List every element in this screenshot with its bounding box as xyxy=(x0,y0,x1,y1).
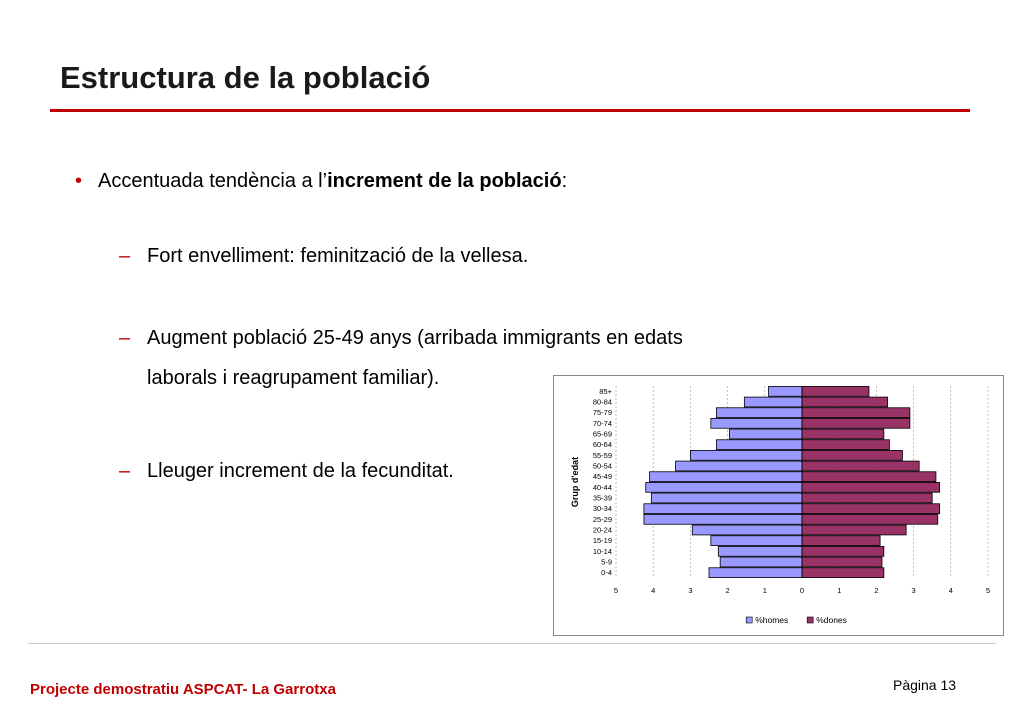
bar-homes xyxy=(717,546,803,557)
x-tick-label: 0 xyxy=(800,586,804,595)
category-label: 15-19 xyxy=(593,536,612,545)
bar-dones xyxy=(801,503,941,514)
bar-dones xyxy=(801,556,883,568)
title-divider xyxy=(50,109,970,112)
category-label: 60-64 xyxy=(593,440,612,449)
bar-homes xyxy=(729,428,803,440)
category-label: 30-34 xyxy=(593,504,612,513)
bar-dones xyxy=(801,482,941,493)
x-tick-label: 3 xyxy=(912,586,916,595)
legend-swatch-dones xyxy=(806,616,814,624)
category-label: 10-14 xyxy=(593,547,612,556)
bar-homes xyxy=(768,386,803,397)
x-tick-label: 1 xyxy=(763,586,767,595)
category-label: 50-54 xyxy=(593,462,612,471)
category-label: 5-9 xyxy=(601,558,612,567)
bar-homes xyxy=(716,407,803,418)
bar-dones xyxy=(801,428,885,440)
category-label: 65-69 xyxy=(593,430,612,439)
bar-dones xyxy=(801,418,911,429)
bar-homes xyxy=(716,439,803,450)
x-tick-label: 1 xyxy=(837,586,841,595)
subbullet-2: – Augment població 25-49 anys (arribada i… xyxy=(119,327,683,350)
subbullet-1: – Fort envelliment: feminització de la ve… xyxy=(119,245,529,268)
category-label: 75-79 xyxy=(593,408,612,417)
bar-dones xyxy=(801,407,911,418)
dash-marker: – xyxy=(119,245,131,267)
bar-dones xyxy=(801,524,907,536)
category-label: 85+ xyxy=(599,387,612,396)
bar-dones xyxy=(801,492,933,504)
dash-marker: – xyxy=(119,327,131,349)
subbullet-text: Lleuger increment de la fecunditat. xyxy=(147,460,454,482)
bar-homes xyxy=(691,524,803,536)
bar-dones xyxy=(801,396,888,408)
bullet-bold: increment de la població xyxy=(327,170,562,192)
x-tick-label: 3 xyxy=(688,586,692,595)
bar-dones xyxy=(801,567,885,578)
category-label: 35-39 xyxy=(593,494,612,503)
subbullet-text: Augment població 25-49 anys (arribada im… xyxy=(147,327,683,349)
bar-homes xyxy=(689,450,803,461)
bar-dones xyxy=(801,471,937,482)
bar-homes xyxy=(675,460,803,472)
category-label: 20-24 xyxy=(593,526,612,535)
page-number: Pàgina 13 xyxy=(893,677,957,693)
bullet-suffix: : xyxy=(561,170,568,192)
bullet-marker: • xyxy=(75,170,83,192)
x-tick-label: 4 xyxy=(651,586,655,595)
category-label: 55-59 xyxy=(593,451,612,460)
subbullet-text: laborals i reagrupament familiar). xyxy=(147,367,440,389)
x-tick-label: 5 xyxy=(614,586,618,595)
footer-project-name: Projecte demostratiu ASPCAT- La Garrotxa xyxy=(30,681,336,698)
bar-dones xyxy=(801,386,870,397)
legend-label-dones: %dones xyxy=(816,615,847,625)
subbullet-2-continuation: laborals i reagrupament familiar). xyxy=(147,367,439,390)
bar-dones xyxy=(801,439,890,450)
bullet-prefix: Accentuada tendència a l’ xyxy=(98,170,328,192)
footer-divider xyxy=(28,643,996,644)
bar-dones xyxy=(801,546,885,557)
main-bullet: • Accentuada tendència a l’increment de l… xyxy=(75,170,567,193)
bar-homes xyxy=(710,535,803,546)
category-label: 25-29 xyxy=(593,515,612,524)
bar-homes xyxy=(710,418,803,429)
bar-homes xyxy=(649,471,803,482)
bar-homes xyxy=(708,567,803,578)
population-pyramid-chart: 85+ 80-84 75-79 70-74 65-69 60-64 55-59 50-54 45… xyxy=(553,375,1004,636)
bar-dones xyxy=(801,460,920,472)
bar-homes xyxy=(645,482,803,493)
dash-marker: – xyxy=(119,460,131,482)
bar-dones xyxy=(801,535,881,546)
x-tick-label: 4 xyxy=(949,586,953,595)
category-label: 0-4 xyxy=(601,568,612,577)
bar-dones xyxy=(801,450,903,461)
category-label: 80-84 xyxy=(593,398,612,407)
bar-homes xyxy=(643,503,803,514)
bar-homes xyxy=(650,492,803,504)
category-label: 40-44 xyxy=(593,483,612,492)
bar-homes xyxy=(743,396,803,408)
x-tick-label: 5 xyxy=(986,586,990,595)
y-axis-label: Grup d'edat xyxy=(570,457,580,507)
x-tick-label: 2 xyxy=(726,586,730,595)
legend-swatch-homes xyxy=(745,616,753,624)
x-tick-label: 2 xyxy=(874,586,878,595)
legend-label-homes: %homes xyxy=(755,615,788,625)
bar-dones xyxy=(801,514,939,525)
subbullet-text: Fort envelliment: feminització de la vel… xyxy=(147,245,529,267)
category-label: 70-74 xyxy=(593,419,612,428)
bar-homes xyxy=(719,556,803,568)
pyramid-svg: 85+80-8475-7970-7465-6960-6455-5950-5445… xyxy=(570,386,990,625)
bar-homes xyxy=(643,514,803,525)
slide-title: Estructura de la població xyxy=(60,60,431,95)
subbullet-3: – Lleuger increment de la fecunditat. xyxy=(119,460,454,483)
category-label: 45-49 xyxy=(593,472,612,481)
